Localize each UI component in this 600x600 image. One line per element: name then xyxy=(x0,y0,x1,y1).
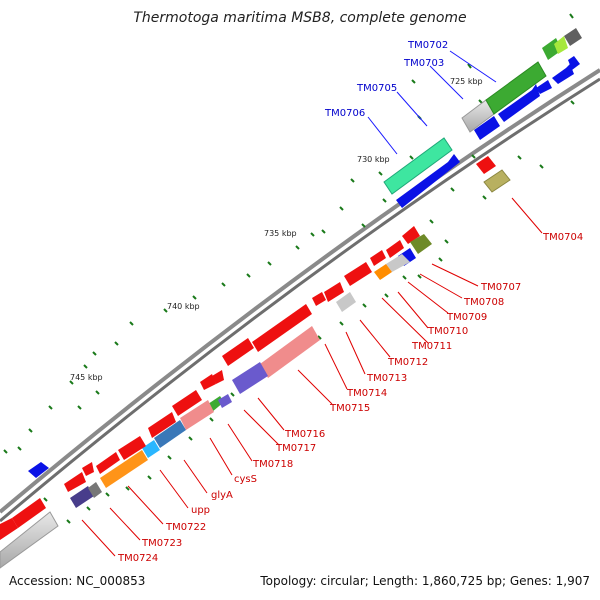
gene-arrow[interactable] xyxy=(96,452,120,474)
gene-label-TM0710[interactable]: TM0710 xyxy=(427,326,468,337)
gene-arrow[interactable] xyxy=(536,80,552,94)
gene-label-TM0723[interactable]: TM0723 xyxy=(141,538,182,549)
gene-arrow[interactable] xyxy=(474,116,500,140)
gene-arrow[interactable] xyxy=(552,64,574,84)
gene-label-upp[interactable]: upp xyxy=(191,505,210,516)
gene-feature[interactable] xyxy=(70,486,94,508)
gene-feature-TM0704[interactable] xyxy=(476,156,496,174)
gene-feature-TM0704-b[interactable] xyxy=(483,169,511,193)
gene-arrow[interactable] xyxy=(148,412,176,438)
gene-feature[interactable] xyxy=(218,394,232,408)
gene-arrow[interactable] xyxy=(568,56,580,70)
scale-label-745: 745 kbp xyxy=(70,373,103,382)
gene-arrow[interactable] xyxy=(402,226,420,244)
gene-label-TM0714[interactable]: TM0714 xyxy=(346,388,387,399)
gene-arrow[interactable] xyxy=(222,338,254,366)
gene-arrow[interactable] xyxy=(386,240,404,258)
gene-feature[interactable] xyxy=(336,292,356,312)
tick-marks xyxy=(3,13,575,524)
gene-feature[interactable] xyxy=(154,420,186,448)
gene-feature-TM0706[interactable] xyxy=(383,137,453,195)
gene-label-TM0704[interactable]: TM0704 xyxy=(542,232,583,243)
gene-arrow[interactable] xyxy=(28,462,49,478)
gene-feature[interactable] xyxy=(564,28,582,46)
gene-label-TM0718[interactable]: TM0718 xyxy=(252,459,293,470)
scale-label-735: 735 kbp xyxy=(264,229,297,238)
forward-gene-labels: TM0702 TM0703 TM0705 TM0706 xyxy=(324,40,448,119)
gene-feature[interactable] xyxy=(0,511,59,569)
gene-arrow[interactable] xyxy=(200,374,216,390)
scale-label-730: 730 kbp xyxy=(357,155,390,164)
gene-arrow[interactable] xyxy=(82,462,94,476)
gene-label-TM0712[interactable]: TM0712 xyxy=(387,357,428,368)
gene-label-TM0711[interactable]: TM0711 xyxy=(411,341,452,352)
gene-label-TM0707[interactable]: TM0707 xyxy=(480,282,521,293)
gene-label-glyA[interactable]: glyA xyxy=(211,490,233,501)
gene-arrow[interactable] xyxy=(344,262,372,286)
gene-feature-TM0702[interactable] xyxy=(485,61,547,115)
gene-arrow[interactable] xyxy=(370,250,386,266)
gene-feature[interactable] xyxy=(260,326,320,378)
gene-feature[interactable] xyxy=(180,400,214,430)
gene-arrow[interactable] xyxy=(12,498,46,528)
gene-arrow[interactable] xyxy=(252,304,312,352)
gene-label-TM0715[interactable]: TM0715 xyxy=(329,403,370,414)
gene-arrow[interactable] xyxy=(64,472,86,492)
gene-feature[interactable] xyxy=(554,36,568,54)
gene-arrow[interactable] xyxy=(312,292,326,306)
gene-arrow[interactable] xyxy=(324,282,344,302)
gene-feature[interactable] xyxy=(100,450,148,488)
accession-text: Accession: NC_000853 xyxy=(9,574,146,588)
gene-label-TM0716[interactable]: TM0716 xyxy=(284,429,325,440)
scale-label-725: 725 kbp xyxy=(450,77,483,86)
gene-label-TM0702[interactable]: TM0702 xyxy=(407,40,448,51)
gene-arrow[interactable] xyxy=(172,390,202,416)
gene-feature[interactable] xyxy=(386,254,410,272)
gene-label-TM0713[interactable]: TM0713 xyxy=(366,373,407,384)
genome-backbone xyxy=(0,68,600,514)
scale-labels: 725 kbp 730 kbp 735 kbp 740 kbp 745 kbp xyxy=(70,77,483,382)
gene-feature[interactable] xyxy=(142,440,160,458)
forward-features xyxy=(28,28,582,478)
reverse-leaders xyxy=(81,197,543,557)
gene-feature[interactable] xyxy=(88,482,102,498)
gene-label-TM0722[interactable]: TM0722 xyxy=(165,522,206,533)
gene-label-cysS[interactable]: cysS xyxy=(234,474,257,485)
gene-label-TM0709[interactable]: TM0709 xyxy=(446,312,487,323)
forward-leaders xyxy=(367,50,497,155)
gene-feature[interactable] xyxy=(232,362,268,394)
gene-arrow[interactable] xyxy=(118,436,146,460)
gene-arrow[interactable] xyxy=(0,518,18,540)
gene-feature[interactable] xyxy=(410,234,432,254)
reverse-features xyxy=(0,156,511,569)
gene-arrow[interactable] xyxy=(212,370,224,384)
genome-backbone-inner xyxy=(0,77,600,523)
gene-label-TM0703[interactable]: TM0703 xyxy=(403,58,444,69)
gene-label-TM0705[interactable]: TM0705 xyxy=(356,83,397,94)
gene-label-TM0708[interactable]: TM0708 xyxy=(463,297,504,308)
page-title: Thermotoga maritima MSB8, complete genom… xyxy=(133,10,467,26)
gene-label-TM0724[interactable]: TM0724 xyxy=(117,553,158,564)
gene-feature[interactable] xyxy=(374,264,392,280)
genome-summary-text: Topology: circular; Length: 1,860,725 bp… xyxy=(260,574,590,588)
gene-feature-blue[interactable] xyxy=(396,154,460,208)
gene-label-TM0706[interactable]: TM0706 xyxy=(324,108,365,119)
gene-arrow[interactable] xyxy=(498,84,540,122)
scale-label-740: 740 kbp xyxy=(167,302,200,311)
reverse-gene-labels: TM0704 TM0707 TM0708 TM0709 TM0710 TM071… xyxy=(117,232,583,564)
gene-label-TM0717[interactable]: TM0717 xyxy=(275,443,316,454)
